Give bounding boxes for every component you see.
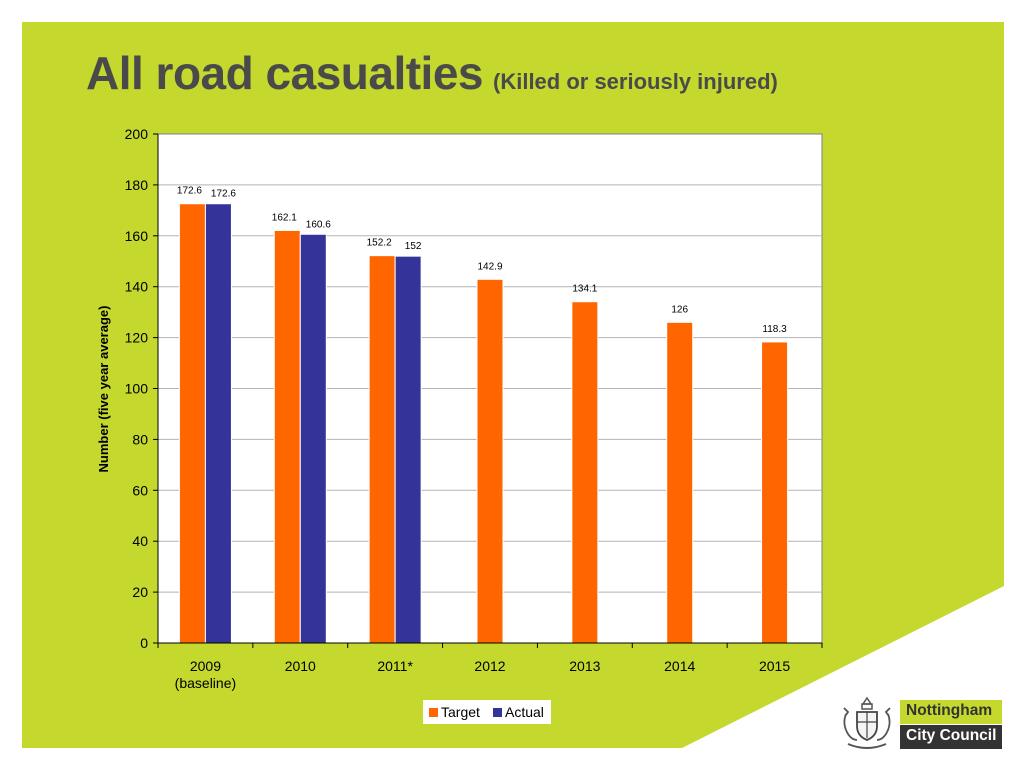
data-label: 118.3 — [762, 324, 787, 335]
data-label: 160.6 — [306, 219, 331, 230]
x-tick-label: 2011* — [377, 658, 413, 674]
x-tick-label: 2009 (baseline) — [175, 658, 236, 691]
data-label: 152.2 — [367, 238, 392, 249]
bar-target — [571, 301, 599, 644]
data-label: 172.6 — [177, 186, 202, 197]
legend-label-actual: Actual — [505, 704, 544, 720]
slide-title: All road casualties — [86, 47, 484, 99]
y-tick-label: 140 — [125, 279, 149, 295]
legend-swatch-actual — [493, 708, 502, 717]
x-tick-label: 2012 — [474, 658, 505, 674]
y-tick-label: 0 — [140, 635, 148, 651]
y-tick-label: 80 — [132, 431, 148, 447]
legend-label-target: Target — [441, 704, 480, 720]
bar-target — [476, 278, 504, 644]
data-label: 162.1 — [272, 212, 297, 223]
y-tick-label: 100 — [125, 381, 149, 397]
x-tick-label: 2010 — [285, 658, 316, 674]
bar-target — [273, 229, 301, 644]
slide-subtitle: (Killed or seriously injured) — [493, 69, 778, 94]
y-tick-label: 20 — [132, 584, 148, 600]
bar-target — [368, 255, 396, 644]
data-label: 172.6 — [211, 189, 236, 200]
data-label: 126 — [671, 304, 688, 315]
y-tick-label: 40 — [132, 533, 148, 549]
data-label: 142.9 — [477, 261, 502, 272]
x-tick-label: 2015 — [759, 658, 790, 674]
bar-target — [666, 321, 694, 644]
data-label: 134.1 — [572, 284, 597, 295]
bar-target — [178, 203, 206, 644]
y-axis-label: Number (five year average) — [96, 306, 111, 473]
data-label: 152 — [405, 241, 422, 252]
y-tick-label: 60 — [132, 482, 148, 498]
bar-actual — [204, 203, 232, 644]
legend-box — [423, 700, 551, 724]
y-tick-label: 180 — [125, 177, 149, 193]
bar-actual — [299, 233, 327, 644]
brand-name-line2: City Council — [900, 725, 1002, 749]
x-tick-label: 2013 — [569, 658, 600, 674]
y-tick-label: 120 — [125, 330, 149, 346]
brand-name-line1: Nottingham — [900, 700, 1002, 724]
coat-of-arms-icon — [843, 696, 891, 749]
y-tick-label: 200 — [125, 126, 149, 142]
legend-swatch-target — [429, 708, 438, 717]
slide-title-block: All road casualties (Killed or seriously … — [86, 46, 778, 100]
bar-target — [761, 341, 789, 644]
x-tick-label: 2014 — [664, 658, 695, 674]
bar-actual — [394, 255, 422, 644]
crest-logo — [838, 694, 896, 757]
y-tick-label: 160 — [125, 228, 149, 244]
